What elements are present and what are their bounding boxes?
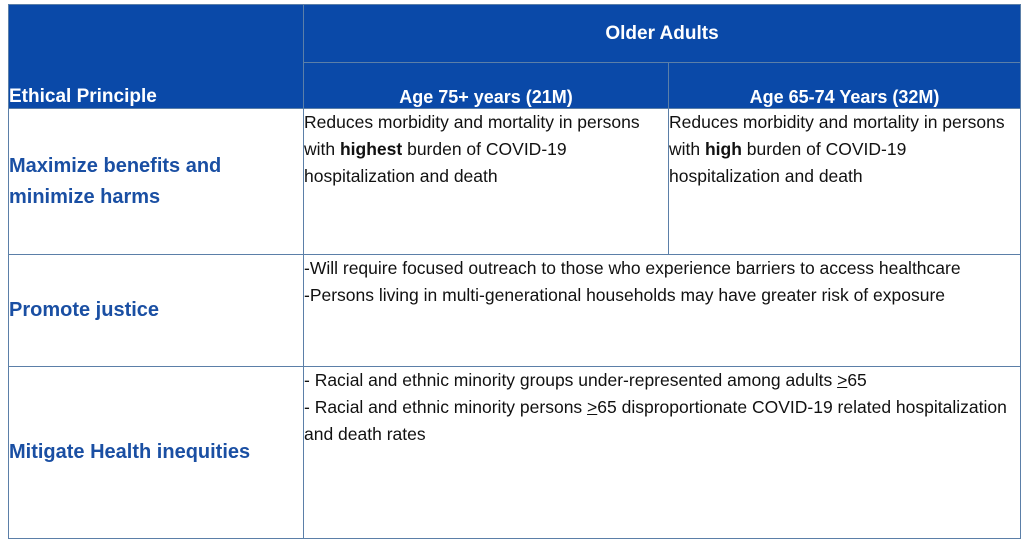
cell-emphasis: high (704, 139, 742, 159)
cell-emphasis: highest (339, 139, 403, 159)
header-row-top: Ethical Principle Older Adults (8, 4, 1021, 109)
age-65-74-header: Age 65-74 Years (32M) (668, 62, 1021, 109)
justice-line-1: -Will require focused outreach to those … (304, 258, 961, 278)
principle-column-header: Ethical Principle (8, 4, 304, 109)
cell-text: 65 disproportionate COVID-19 related hos… (304, 397, 1007, 444)
principle-mitigate-inequities: Mitigate Health inequities (8, 366, 304, 539)
cell-text: 65 (847, 370, 867, 390)
table-row: Promote justice -Will require focused ou… (8, 254, 1021, 367)
principle-promote-justice: Promote justice (8, 254, 304, 367)
header-row-sub: Age 75+ years (21M) Age 65-74 Years (32M… (9, 62, 1021, 109)
cell-text: Reduces morbidity and mortality in perso… (669, 112, 1005, 159)
age-75-plus-header: Age 75+ years (21M) (303, 62, 669, 109)
principle-maximize-benefits: Maximize benefits and minimize harms (8, 108, 304, 255)
justice-line-2: -Persons living in multi-generational ho… (304, 285, 946, 305)
cell-text: - Racial and ethnic minority persons (304, 397, 588, 417)
greater-equal-symbol: > (837, 370, 848, 390)
inequity-line-2: - Racial and ethnic minority persons >65… (304, 394, 1020, 448)
greater-equal-symbol: > (587, 397, 598, 417)
ethics-table: Ethical Principle Older Adults Age 75+ y… (8, 4, 1021, 539)
cell-75-plus-benefits: Reduces morbidity and mortality in perso… (303, 108, 669, 255)
cell-text: burden of COVID-19 hospitalization and d… (669, 139, 907, 186)
cell-mitigate-inequities: - Racial and ethnic minority groups unde… (303, 366, 1021, 539)
older-adults-header: Older Adults (303, 4, 1021, 63)
cell-text: burden of COVID-19 hospitalization and d… (304, 139, 567, 186)
inequity-line-1: - Racial and ethnic minority groups unde… (304, 367, 1020, 394)
cell-text: - Racial and ethnic minority groups unde… (304, 370, 838, 390)
cell-65-74-benefits: Reduces morbidity and mortality in perso… (668, 108, 1021, 255)
cell-promote-justice: -Will require focused outreach to those … (303, 254, 1021, 367)
table-row: Maximize benefits and minimize harms Red… (8, 108, 1021, 255)
cell-text: Reduces morbidity and mortality in perso… (304, 112, 640, 159)
table-row: Mitigate Health inequities - Racial and … (8, 366, 1021, 539)
